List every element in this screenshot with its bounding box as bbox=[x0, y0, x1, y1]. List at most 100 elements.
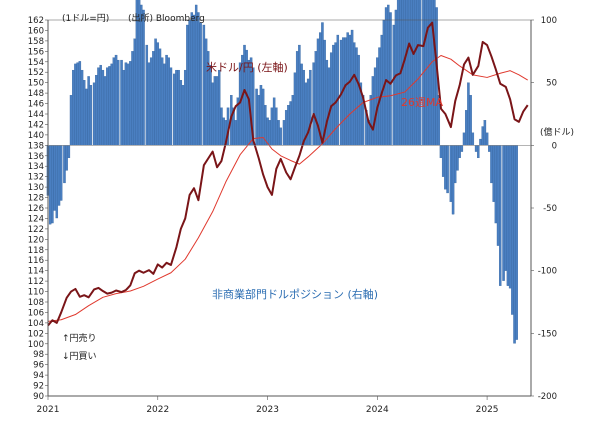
left-tick-label: 144 bbox=[28, 110, 44, 120]
ma-line-layer bbox=[47, 55, 528, 322]
x-tick-label: 2021 bbox=[37, 405, 60, 415]
x-tick-label: 2025 bbox=[476, 405, 499, 415]
position-bar bbox=[51, 145, 54, 224]
ma-series-label: 26週MA bbox=[401, 96, 444, 109]
position-bar bbox=[412, 0, 415, 146]
position-bar bbox=[53, 145, 56, 211]
position-bar bbox=[389, 12, 392, 146]
left-tick-label: 152 bbox=[28, 68, 44, 78]
position-bar bbox=[108, 66, 111, 146]
position-bar bbox=[156, 42, 160, 146]
position-bar bbox=[122, 69, 125, 146]
usdjpy-line-layer bbox=[47, 21, 529, 327]
position-bar bbox=[222, 117, 225, 146]
left-tick-label: 132 bbox=[28, 173, 44, 183]
left-tick-label: 128 bbox=[28, 194, 44, 204]
x-tick-label: 2024 bbox=[366, 405, 389, 415]
position-bar bbox=[439, 145, 443, 159]
position-bar bbox=[312, 62, 315, 146]
position-bar bbox=[396, 0, 400, 146]
left-tick-label: 130 bbox=[28, 183, 44, 193]
position-bar bbox=[469, 95, 472, 146]
position-bar bbox=[165, 54, 168, 146]
position-bar bbox=[416, 0, 420, 146]
position-bar bbox=[275, 107, 278, 146]
position-bar bbox=[272, 97, 276, 146]
position-bar bbox=[462, 132, 466, 146]
position-bar bbox=[513, 145, 516, 344]
position-bar bbox=[449, 145, 453, 202]
position-bar bbox=[504, 145, 507, 271]
position-bar bbox=[371, 76, 375, 146]
position-bar bbox=[211, 82, 214, 146]
position-bar bbox=[357, 54, 360, 146]
left-tick-label: 138 bbox=[28, 141, 44, 151]
left-tick-label: 120 bbox=[28, 235, 44, 245]
left-tick-label: 158 bbox=[28, 37, 44, 47]
position-bar bbox=[348, 34, 352, 146]
position-bar bbox=[291, 95, 295, 146]
left-tick-label: 134 bbox=[28, 162, 44, 172]
position-bar bbox=[268, 120, 271, 146]
usdjpy-series-label: 米ドル/円 (左軸) bbox=[206, 61, 288, 74]
yen-sell-note: ↑円売り bbox=[62, 334, 97, 344]
position-bar bbox=[373, 67, 377, 146]
position-bar bbox=[481, 126, 484, 146]
position-bar bbox=[190, 12, 194, 146]
position-bar bbox=[494, 145, 498, 224]
left-tick-label: 112 bbox=[28, 277, 44, 287]
position-bar bbox=[218, 69, 221, 146]
position-bar bbox=[147, 62, 151, 146]
position-bar bbox=[289, 101, 292, 146]
left-tick-label: 136 bbox=[28, 152, 44, 162]
position-bar bbox=[321, 22, 324, 146]
position-bar bbox=[163, 63, 166, 146]
position-bar bbox=[270, 107, 274, 146]
position-bar bbox=[172, 73, 176, 146]
position-bar bbox=[175, 69, 178, 146]
position-bar bbox=[508, 145, 512, 289]
left-tick-label: 148 bbox=[28, 89, 44, 99]
position-bar bbox=[259, 85, 263, 146]
position-bar bbox=[186, 24, 189, 146]
position-bar bbox=[410, 0, 413, 146]
position-bar bbox=[479, 138, 482, 146]
left-tick-label: 156 bbox=[28, 47, 44, 57]
left-tick-label: 114 bbox=[28, 267, 44, 277]
position-bar bbox=[515, 145, 518, 340]
right-axis-unit: (億ドル) bbox=[540, 128, 575, 138]
axes: 9092949698100102104106108110112114116118… bbox=[28, 16, 557, 415]
left-tick-label: 108 bbox=[28, 298, 44, 308]
position-bar bbox=[279, 127, 282, 146]
ma-line bbox=[47, 55, 528, 322]
position-bar bbox=[59, 145, 63, 201]
position-bar bbox=[327, 67, 331, 146]
left-tick-label: 104 bbox=[28, 319, 44, 329]
position-bar bbox=[451, 145, 455, 215]
position-bar bbox=[336, 34, 340, 146]
position-bar bbox=[89, 85, 93, 146]
left-tick-label: 110 bbox=[28, 288, 44, 298]
left-tick-label: 162 bbox=[28, 16, 44, 26]
position-bar bbox=[485, 132, 489, 146]
position-bar bbox=[293, 72, 297, 146]
position-bar bbox=[418, 0, 422, 146]
position-bar bbox=[454, 145, 457, 184]
left-tick-label: 90 bbox=[33, 392, 44, 402]
position-bar bbox=[120, 59, 123, 146]
position-bar bbox=[97, 67, 100, 146]
position-bar bbox=[284, 110, 288, 146]
position-bar bbox=[477, 145, 480, 159]
position-bar bbox=[467, 82, 470, 146]
position-bar bbox=[387, 4, 390, 146]
left-tick-label: 106 bbox=[28, 308, 44, 318]
position-bar bbox=[220, 107, 223, 146]
position-bar bbox=[488, 145, 491, 152]
left-tick-label: 116 bbox=[28, 256, 44, 266]
position-bar bbox=[152, 51, 155, 146]
position-bar bbox=[63, 145, 66, 184]
position-bar bbox=[502, 145, 505, 281]
position-bar bbox=[325, 59, 329, 146]
position-bar bbox=[300, 63, 303, 146]
